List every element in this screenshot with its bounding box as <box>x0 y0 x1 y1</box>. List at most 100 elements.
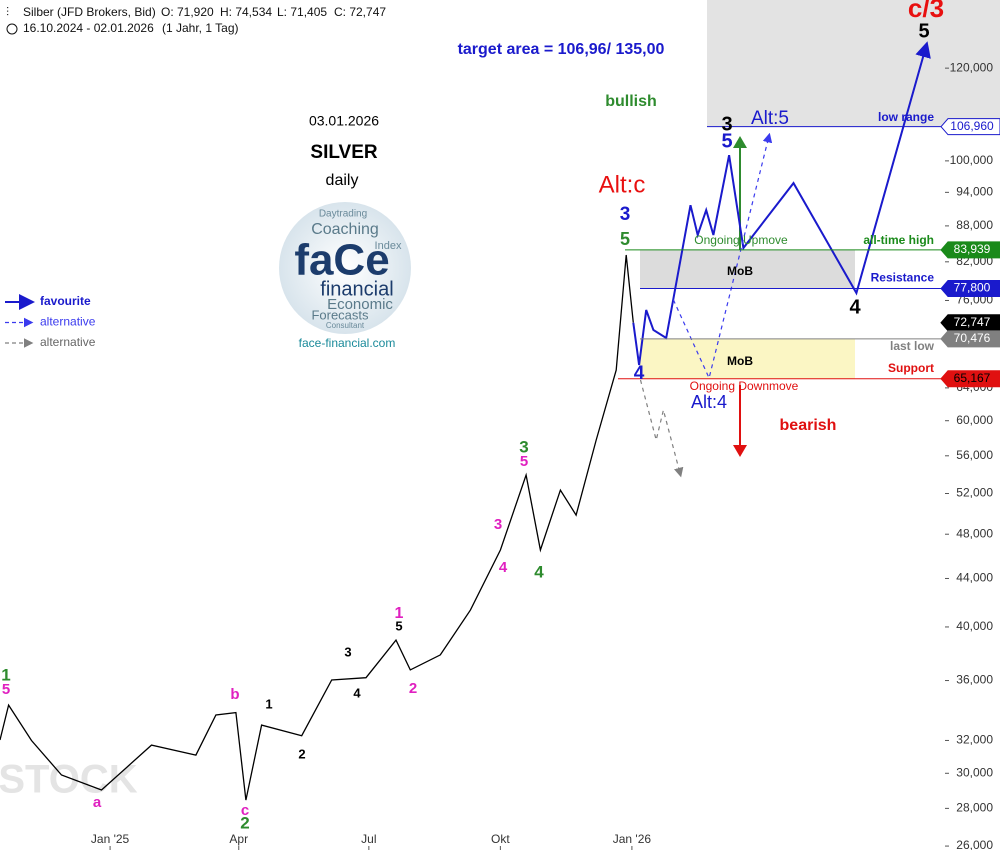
annotation: 1 <box>1 665 10 684</box>
ohlc: C: 72,747 <box>334 5 386 19</box>
annotation: Alt:5 <box>751 108 789 129</box>
annotation: 3 <box>620 204 631 225</box>
date: 03.01.2026 <box>309 113 379 129</box>
y-tick-label: 30,000 <box>956 765 993 779</box>
url: face-financial.com <box>299 336 396 350</box>
y-tick-label: 36,000 <box>956 673 993 687</box>
annotation: c <box>241 802 249 819</box>
annotation: 2 <box>240 813 249 832</box>
logo-word: faCe <box>294 236 389 285</box>
level-name: all-time high <box>863 233 934 247</box>
level-badge-label: 77,800 <box>954 281 991 295</box>
chart-icon: ⫶ <box>6 5 9 19</box>
period: (1 Jahr, 1 Tag) <box>162 21 239 35</box>
annotation: 3 <box>494 516 502 533</box>
annotation: 5 <box>620 229 630 249</box>
annotation: MoB <box>727 354 753 368</box>
legend-label: alternative <box>40 315 96 329</box>
level-badge <box>940 370 1000 388</box>
legend-label: favourite <box>40 294 91 308</box>
instrument: Silber (JFD Brokers, Bid) <box>23 5 156 19</box>
annotation: Alt:c <box>599 171 646 198</box>
level-badge <box>940 314 1000 332</box>
annotation: 2 <box>409 680 417 697</box>
ohlc: H: 74,534 <box>220 5 272 19</box>
scenario-line <box>639 379 684 478</box>
annotation: 5 <box>2 681 10 698</box>
y-tick-label: 56,000 <box>956 448 993 462</box>
target-zone <box>707 0 1000 127</box>
annotation: Ongoing Upmove <box>694 233 788 247</box>
annotation: 4 <box>534 562 544 581</box>
logo-word: Consultant <box>326 321 365 330</box>
annotation: bearish <box>780 417 837 434</box>
logo-word: Index <box>375 240 402 252</box>
annotation: 3 <box>519 437 528 456</box>
level-name: last low <box>890 339 935 353</box>
level-badge-label: 106,960 <box>950 119 994 133</box>
annotation: 1 <box>265 696 272 711</box>
x-tick-label: Jul <box>361 832 376 846</box>
annotation: 4 <box>499 559 508 576</box>
y-tick-label: 48,000 <box>956 526 993 540</box>
level-badge-label: 65,167 <box>954 371 991 385</box>
annotation: STOCK <box>0 758 138 802</box>
level-badge-label: 83,939 <box>954 242 991 256</box>
annotation: bullish <box>605 93 657 110</box>
logo-word: Forecasts <box>311 307 369 322</box>
y-tick-label: 40,000 <box>956 619 993 633</box>
legend-label: alternative <box>40 335 96 349</box>
background-layer: STOCK <box>0 0 1000 802</box>
bear-arrow-head <box>733 445 747 457</box>
x-tick-label: Apr <box>229 832 248 846</box>
annotation: 2 <box>298 746 305 761</box>
clock-icon <box>6 23 18 35</box>
annotation: MoB <box>727 264 753 278</box>
annotation: 5 <box>918 20 929 42</box>
x-tick-label: Okt <box>491 832 510 846</box>
level-badge <box>940 280 1000 298</box>
annotation: 5 <box>721 130 732 152</box>
annotation: b <box>230 686 239 703</box>
y-tick-label: 44,000 <box>956 571 993 585</box>
x-tick-label: Jan '26 <box>613 832 652 846</box>
x-tick-label: Jan '25 <box>91 832 130 846</box>
logo <box>279 202 411 334</box>
level-badge-label: 70,476 <box>954 331 991 345</box>
annotation: 5 <box>520 453 528 470</box>
symbol: SILVER <box>310 142 377 163</box>
level-badge <box>940 241 1000 259</box>
y-tick-label: 60,000 <box>956 413 993 427</box>
annotation: 4 <box>634 363 645 384</box>
scenario-line <box>632 41 931 366</box>
annotation: 4 <box>849 296 861 318</box>
level-badge <box>940 118 1000 136</box>
logo-word: Economic <box>327 296 393 313</box>
y-tick-label: 94,000 <box>956 185 993 199</box>
annotation: 1 <box>395 605 404 622</box>
price-line <box>0 254 634 801</box>
annotation: 3 <box>344 644 351 659</box>
annotation: 3 <box>721 113 732 135</box>
level-badge-label: 72,747 <box>954 315 991 329</box>
annotation: 5 <box>395 618 402 633</box>
y-tick-label: 32,000 <box>956 733 993 747</box>
y-tick-label: 28,000 <box>956 801 993 815</box>
annotation: target area = 106,96/ 135,00 <box>458 41 665 58</box>
annotation: 4 <box>353 685 361 700</box>
y-tick-label: 100,000 <box>950 153 994 167</box>
level-name: Support <box>888 361 934 375</box>
bull-arrow-head <box>733 136 747 148</box>
annotation: a <box>93 794 102 811</box>
y-tick-label: 26,000 <box>956 838 993 850</box>
logo-word: Coaching <box>311 221 379 238</box>
annotation: Ongoing Downmove <box>690 379 799 393</box>
date-range: 16.10.2024 - 02.01.2026 <box>23 21 154 35</box>
ohlc: L: 71,405 <box>277 5 327 19</box>
annotation: c/3 <box>908 0 944 23</box>
logo-word: financial <box>320 278 393 300</box>
timeframe: daily <box>326 172 359 189</box>
level-name: Resistance <box>871 271 935 285</box>
support-zone <box>640 338 855 379</box>
